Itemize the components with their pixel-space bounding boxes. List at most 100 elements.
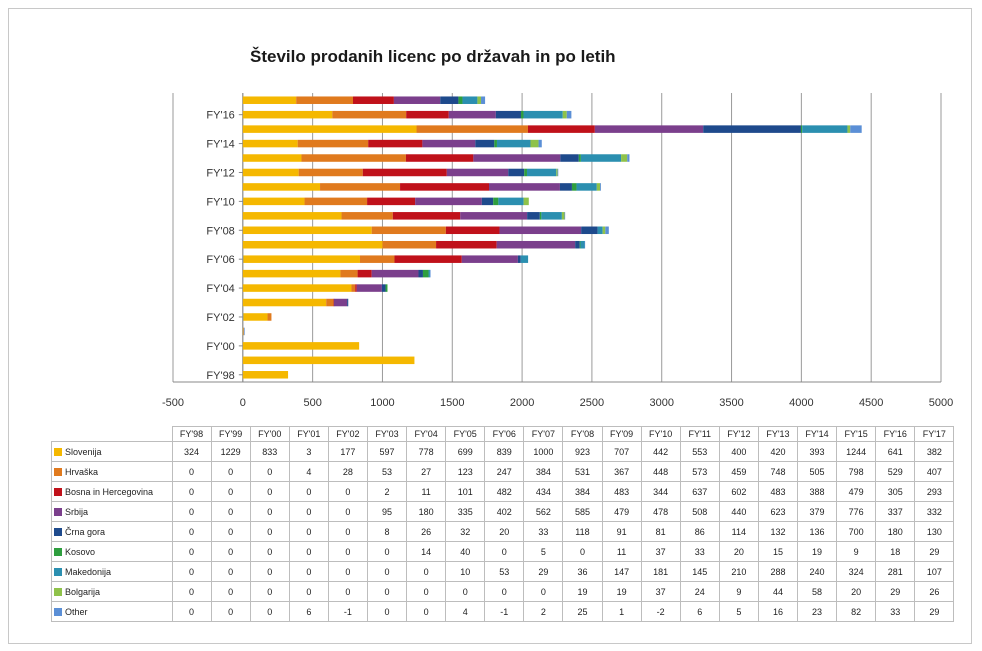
table-cell: 123 (445, 461, 486, 482)
table-cell: 26 (914, 581, 955, 602)
table-cell: 0 (171, 581, 212, 602)
table-cell: 114 (718, 521, 759, 542)
table-column-header: FY'00 (249, 426, 290, 442)
table-cell: 29 (914, 601, 955, 622)
y-tick-label: FY'02 (206, 312, 234, 324)
table-cell: 240 (796, 561, 838, 582)
bar-segment (499, 226, 582, 235)
table-cell: 324 (836, 561, 877, 582)
table-cell: 0 (445, 581, 486, 602)
table-cell: 0 (249, 481, 290, 502)
bar-segment (242, 313, 268, 321)
bar-segment (508, 168, 525, 177)
legend-entry: Črna gora (51, 521, 173, 542)
bar-segment (559, 183, 572, 191)
table-cell: 0 (366, 561, 408, 582)
table-cell: 573 (679, 461, 720, 482)
table-cell: 33 (679, 541, 720, 562)
table-cell: 0 (327, 481, 368, 502)
legend-entry: Bosna in Hercegovina (51, 481, 173, 502)
table-cell: 53 (366, 461, 408, 482)
table-cell: 400 (718, 441, 759, 462)
table-cell: 388 (796, 481, 838, 502)
bar-segment (406, 110, 449, 119)
bar-segment (422, 269, 429, 278)
table-cell: 0 (366, 541, 408, 562)
table-cell: 27 (406, 461, 447, 482)
legend-entry: Other (51, 601, 173, 622)
bar-segment (267, 313, 272, 321)
table-cell: 700 (836, 521, 877, 542)
y-tick-label: FY'06 (206, 254, 234, 266)
legend-label: Kosovo (65, 546, 96, 557)
table-column-header: FY'05 (445, 426, 486, 442)
table-cell: 344 (640, 481, 681, 502)
bar-segment (304, 197, 368, 206)
x-tick-label: 2000 (510, 397, 534, 409)
bar-segment (371, 269, 419, 278)
table-cell: 0 (210, 521, 251, 542)
table-cell: 107 (914, 561, 955, 582)
table-cell: 247 (484, 461, 525, 482)
table-cell: 0 (210, 461, 251, 482)
x-tick-label: 500 (303, 397, 321, 409)
table-cell: 19 (601, 581, 642, 602)
bar-segment (496, 240, 576, 249)
table-cell: 402 (484, 501, 525, 522)
x-tick-label: 3000 (649, 397, 673, 409)
table-cell: 0 (171, 541, 212, 562)
bar-segment (581, 226, 598, 235)
bar-segment (356, 284, 382, 292)
y-tick-label: FY'04 (206, 283, 234, 295)
table-cell: 0 (249, 541, 290, 562)
bar-segment (627, 154, 630, 162)
table-cell: 420 (757, 441, 799, 462)
bar-segment (597, 226, 603, 235)
bar-segment (405, 154, 474, 162)
table-cell: 833 (249, 441, 290, 462)
bar-segment (301, 154, 406, 162)
table-cell: 32 (445, 521, 486, 542)
table-cell: 0 (171, 481, 212, 502)
bar-segment (847, 125, 851, 133)
legend-label: Slovenija (65, 446, 102, 457)
legend-entry: Hrvaška (51, 461, 173, 482)
table-cell: 0 (288, 581, 329, 602)
bar-segment (584, 240, 586, 249)
table-cell: 2 (523, 601, 564, 622)
bar-segment (576, 183, 597, 191)
bar-segment (621, 154, 628, 162)
bar-segment (556, 168, 558, 177)
table-cell: 776 (836, 501, 877, 522)
legend-swatch (54, 507, 62, 516)
table-cell: 0 (327, 561, 368, 582)
table-cell: 479 (836, 481, 877, 502)
bar-segment (242, 96, 297, 104)
bar-segment (333, 298, 348, 307)
table-row: Srbija 0 0 0 0 0 95 180 335 402 562 585 479 478 508 440… (51, 501, 955, 522)
table-cell: 0 (210, 601, 251, 622)
table-column-header: FY'03 (366, 426, 408, 442)
bar-segment (473, 154, 561, 162)
table-cell: 23 (796, 601, 838, 622)
table-cell: 478 (640, 501, 681, 522)
bar-segment (392, 212, 461, 220)
legend-label: Črna gora (65, 526, 106, 537)
bar-segment (242, 255, 360, 263)
bar-segment (242, 284, 352, 292)
table-cell: 0 (210, 581, 251, 602)
bar-segment (481, 96, 486, 104)
bar-segment (571, 183, 577, 191)
table-cell: 29 (875, 581, 916, 602)
table-column-header: FY'10 (640, 426, 681, 442)
bar-segment (539, 212, 542, 220)
table-cell: 29 (523, 561, 564, 582)
bar-segment (477, 96, 482, 104)
table-row: Other 0 0 0 6 -1 0 0 4 -1 2 25 1 -2 6 5 16 23 82 33 29 (51, 601, 955, 622)
table-corner (51, 426, 173, 442)
table-cell: 641 (875, 441, 916, 462)
bar-segment (242, 356, 415, 365)
table-cell: 553 (679, 441, 720, 462)
bar-segment (526, 168, 557, 177)
legend-swatch (54, 587, 62, 596)
